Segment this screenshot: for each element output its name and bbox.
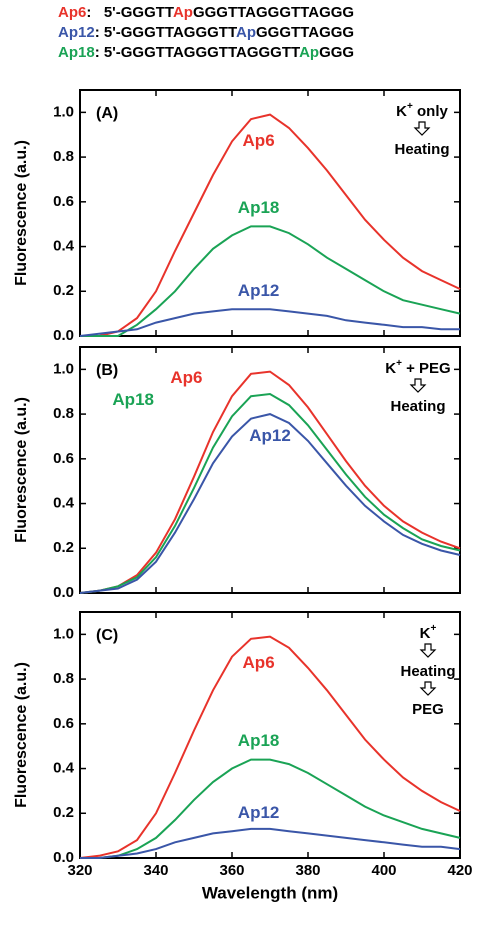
annotation-sup: + <box>407 101 413 112</box>
plot-frame <box>79 89 461 337</box>
x-axis-title: Wavelength (nm) <box>202 883 338 902</box>
annotation-rest: + PEG <box>402 360 451 377</box>
y-tick-label: 0.8 <box>53 670 74 687</box>
y-axis-title: Fluorescence (a.u.) <box>13 662 30 808</box>
panel-label: (A) <box>96 105 118 122</box>
sequence-segment: Ap <box>173 4 193 21</box>
y-tick-label: 0.8 <box>53 405 74 422</box>
series-line <box>80 225 461 337</box>
y-tick-label: 0.2 <box>53 282 74 299</box>
sequence-segment: GGGTTAGGGTTAGGG <box>193 4 354 21</box>
y-tick-label: 1.0 <box>53 103 74 120</box>
plot-frame <box>79 346 461 594</box>
x-tick-label: 360 <box>219 862 244 879</box>
arrow <box>419 643 437 658</box>
annotation-text: Heating <box>394 141 449 158</box>
sequence-line: Ap12: 5'-GGGTTAGGGTTApGGGTTAGGG <box>58 24 354 41</box>
plot-frame <box>79 611 461 859</box>
annotation-base: K <box>385 360 396 377</box>
y-tick-label: 0.4 <box>53 760 75 777</box>
y-axis-title: Fluorescence (a.u.) <box>13 140 30 286</box>
sequence-segment: GGGTTAGGG <box>256 24 354 41</box>
y-tick-label: 0.0 <box>53 849 74 866</box>
annotation-rest: only <box>413 103 449 120</box>
annotation-sup: + <box>431 623 437 634</box>
annotation-base: K <box>420 625 431 642</box>
sequence-segment: Ap <box>236 24 256 41</box>
y-tick-label: 1.0 <box>53 625 74 642</box>
series-label: Ap12 <box>238 281 280 300</box>
series-line <box>79 635 461 859</box>
annotation-text: PEG <box>412 701 444 718</box>
y-tick-label: 0.0 <box>53 327 74 344</box>
series-line <box>80 113 461 337</box>
annotation-text: K+ <box>420 623 437 642</box>
series-line <box>80 827 461 859</box>
series-label: Ap6 <box>170 368 202 387</box>
x-tick-label: 340 <box>143 862 168 879</box>
y-tick-label: 0.2 <box>53 539 74 556</box>
series-line <box>80 758 461 859</box>
x-tick-label: 420 <box>447 862 472 879</box>
y-tick-label: 0.6 <box>53 193 74 210</box>
sequence-segment: Ap <box>299 44 319 61</box>
series-label: Ap6 <box>243 653 275 672</box>
y-tick-label: 0.4 <box>53 495 75 512</box>
series-label: Ap18 <box>238 731 280 750</box>
series-line <box>79 413 461 594</box>
annotation-text: Heating <box>400 663 455 680</box>
y-tick-label: 0.6 <box>53 450 74 467</box>
y-tick-label: 0.4 <box>53 238 75 255</box>
arrow <box>413 121 431 136</box>
annotation-base: K <box>396 103 407 120</box>
series-line <box>79 308 460 337</box>
series-label: Ap12 <box>249 426 291 445</box>
sequence-line: Ap6: 5'-GGGTTApGGGTTAGGGTTAGGG <box>58 4 354 21</box>
sequence-segment: Ap18 <box>58 44 95 61</box>
series-label: Ap12 <box>238 803 280 822</box>
y-axis-title: Fluorescence (a.u.) <box>13 397 30 543</box>
panel-label: (B) <box>96 362 118 379</box>
series-line <box>79 370 461 594</box>
annotation-sup: + <box>396 358 402 369</box>
series-label: Ap18 <box>112 390 154 409</box>
sequence-segment: GGG <box>319 44 354 61</box>
x-tick-label: 400 <box>371 862 396 879</box>
x-tick-label: 320 <box>67 862 92 879</box>
x-tick-label: 380 <box>295 862 320 879</box>
sequence-segment: Ap12 <box>58 24 95 41</box>
series-line <box>79 392 461 594</box>
series-label: Ap6 <box>243 131 275 150</box>
sequence-segment: : 5'-GGGTTAGGGTT <box>95 24 237 41</box>
sequence-line: Ap18: 5'-GGGTTAGGGTTAGGGTTApGGG <box>58 44 354 61</box>
y-tick-label: 0.6 <box>53 715 74 732</box>
y-tick-label: 1.0 <box>53 360 74 377</box>
annotation-text: K+ only <box>396 101 448 120</box>
sequence-segment: : 5'-GGGTT <box>86 4 174 21</box>
arrow <box>419 681 437 696</box>
series-label: Ap18 <box>238 198 280 217</box>
arrow <box>409 378 427 393</box>
annotation-text: K+ + PEG <box>385 358 450 377</box>
annotation-text: Heating <box>390 398 445 415</box>
sequence-segment: : 5'-GGGTTAGGGTTAGGGTT <box>95 44 300 61</box>
y-tick-label: 0.0 <box>53 584 74 601</box>
panel-label: (C) <box>96 627 118 644</box>
y-tick-label: 0.2 <box>53 804 74 821</box>
y-tick-label: 0.8 <box>53 148 74 165</box>
sequence-segment: Ap6 <box>58 4 86 21</box>
